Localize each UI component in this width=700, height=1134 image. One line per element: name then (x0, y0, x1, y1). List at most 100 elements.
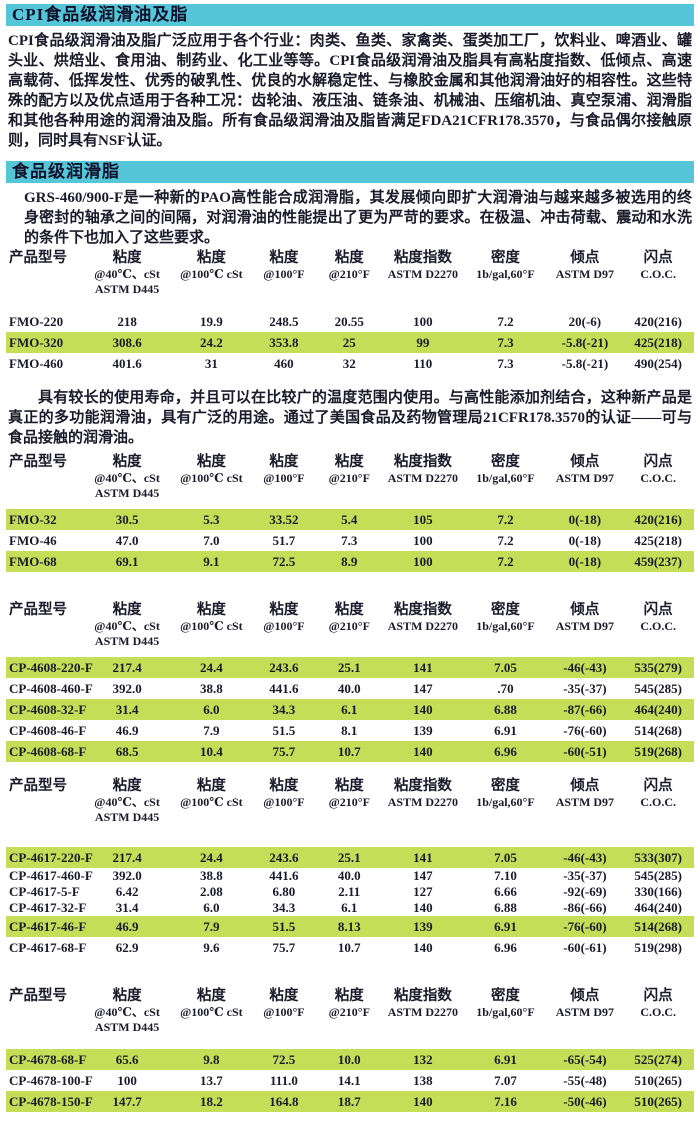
table-cell: CP-4617-460-F (9, 868, 93, 883)
table-cell: 10.0 (337, 1051, 361, 1067)
table-cell: 51.5 (272, 918, 296, 934)
header-subtitle: ASTM D2270 (387, 267, 459, 281)
table-row: CP-4617-460-F 392.0 38.8 441.6 40.0 147 7.10 -3… (6, 868, 694, 884)
header-title: 粘度 (112, 602, 142, 618)
table-cell: 7.05 (494, 659, 517, 675)
header-title: 粘度 (196, 602, 226, 618)
header-cell: 倾点 ASTM D97 (547, 602, 622, 649)
header-title: 产品型号 (9, 250, 67, 266)
header-title: 密度 (490, 250, 520, 266)
table-cell: 0(-18) (568, 553, 602, 569)
table-cell: 7.3 (341, 532, 358, 548)
header-title: 粘度 (334, 602, 364, 618)
header-title: 粘度 (112, 778, 142, 794)
header-subtitle: 1b/gal,60°F (476, 1005, 535, 1019)
table-cell: CP-4617-68-F (9, 939, 87, 955)
table-cell: 0(-18) (568, 511, 602, 527)
table-cell: FMO-320 (9, 334, 64, 350)
header-cell: 粘度指数 ASTM D2270 (382, 778, 463, 825)
header-gap (6, 297, 694, 311)
table-cell: FMO-32 (9, 511, 57, 527)
header-subtitle: ASTM D97 (555, 1005, 615, 1019)
header-subtitle: @100℃ cSt (180, 471, 243, 485)
table-cell: 217.4 (112, 849, 142, 865)
table-cell: 7.10 (494, 868, 517, 883)
table-cell: FMO-68 (9, 553, 57, 569)
table-cell: 34.3 (272, 900, 296, 915)
header-title: 闪点 (643, 602, 673, 618)
header-cell: 粘度 @40℃、cSt ASTM D445 (83, 250, 171, 297)
table-cell: -86(-66) (563, 900, 607, 915)
table-cell: FMO-46 (9, 532, 57, 548)
table-cell: 8.9 (341, 553, 358, 569)
header-cell: 粘度 @40℃、cSt ASTM D445 (83, 602, 171, 649)
header-cell: 粘度指数 ASTM D2270 (382, 250, 463, 297)
table-row: CP-4617-68-F 62.9 9.6 75.7 10.7 140 6.96 -60(-6… (6, 937, 694, 958)
header-cell: 密度 1b/gal,60°F (463, 250, 547, 297)
table-cell: 7.9 (203, 722, 220, 738)
header-subtitle: C.O.C. (640, 1005, 676, 1019)
table-cell: 25.1 (337, 849, 361, 865)
header-title: 粘度指数 (393, 454, 452, 470)
header-cell: 粘度 @100°F (252, 454, 317, 501)
table-cell: 218 (117, 313, 137, 329)
product-table-cp4678: 产品型号 粘度 @40℃、cSt ASTM D445 粘度 @100℃ cSt 粘度 @100… (6, 988, 694, 1112)
header-title: 粘度 (196, 454, 226, 470)
table-cell: 100 (117, 1072, 137, 1088)
header-title: 粘度 (269, 602, 299, 618)
table-cell: 38.8 (199, 680, 223, 696)
header-subtitle: @40℃、cSt (94, 471, 160, 485)
table-row: CP-4617-220-F 217.4 24.4 243.6 25.1 141 7.05 -4… (6, 847, 694, 868)
header-subtitle: @40℃、cSt (94, 1005, 160, 1019)
header-subtitle: ASTM D97 (555, 267, 615, 281)
table-cell: 24.4 (199, 659, 223, 675)
header-subtitle: 1b/gal,60°F (476, 471, 535, 485)
table-cell: -87(-66) (563, 701, 607, 717)
header-title: 倾点 (570, 250, 600, 266)
table-row: FMO-32 30.5 5.3 33.52 5.4 105 7.2 0(-18) 420(216… (6, 509, 694, 530)
header-subtitle: @100°F (263, 1005, 305, 1019)
header-title: 粘度指数 (393, 250, 452, 266)
table-cell: 139 (413, 722, 433, 738)
table-cell: 72.5 (272, 1051, 296, 1067)
table-cell: 147 (413, 680, 433, 696)
header-title: 粘度 (112, 250, 142, 266)
header-subtitle: C.O.C. (640, 267, 676, 281)
table-cell: 18.7 (337, 1093, 361, 1109)
table-cell: 441.6 (269, 680, 299, 696)
table-cell: 127 (413, 884, 433, 899)
table-cell: 6.91 (494, 1051, 517, 1067)
table-cell: -60(-61) (563, 939, 607, 955)
table-cell: 9.1 (203, 553, 220, 569)
header-subtitle: @100°F (263, 619, 305, 633)
table-cell: CP-4678-100-F (9, 1072, 93, 1088)
table-cell: 72.5 (272, 553, 296, 569)
table-cell: 535(279) (634, 659, 682, 675)
header-subtitle: @100℃ cSt (180, 795, 243, 809)
table-cell: 7.9 (203, 918, 220, 934)
table-cell: 6.0 (203, 900, 220, 915)
header-title: 产品型号 (9, 454, 67, 470)
header-subtitle: ASTM D2270 (387, 619, 459, 633)
table-cell: 519(268) (634, 743, 682, 759)
header-title: 粘度 (112, 988, 142, 1004)
header-title: 粘度 (112, 454, 142, 470)
table-cell: -55(-48) (563, 1072, 607, 1088)
table-cell: 38.8 (199, 868, 223, 883)
header-cell: 粘度 @210°F (316, 988, 382, 1035)
header-title: 粘度 (269, 454, 299, 470)
table-cell: 425(218) (634, 532, 682, 548)
header-title: 粘度 (334, 988, 364, 1004)
header-cell: 粘度 @100°F (252, 778, 317, 825)
table-cell: 14.1 (337, 1072, 361, 1088)
header-title: 粘度 (334, 250, 364, 266)
header-subtitle: C.O.C. (640, 795, 676, 809)
header-subtitle: 1b/gal,60°F (476, 267, 535, 281)
header-subtitle: ASTM D97 (555, 619, 615, 633)
table-cell: 40.0 (337, 868, 361, 883)
header-cell: 产品型号 (6, 778, 83, 825)
section-title-bar-2: 食品级润滑脂 (6, 161, 694, 183)
header-cell: 闪点 C.O.C. (622, 454, 694, 501)
table-cell: 62.9 (115, 939, 139, 955)
table-cell: 65.6 (115, 1051, 139, 1067)
